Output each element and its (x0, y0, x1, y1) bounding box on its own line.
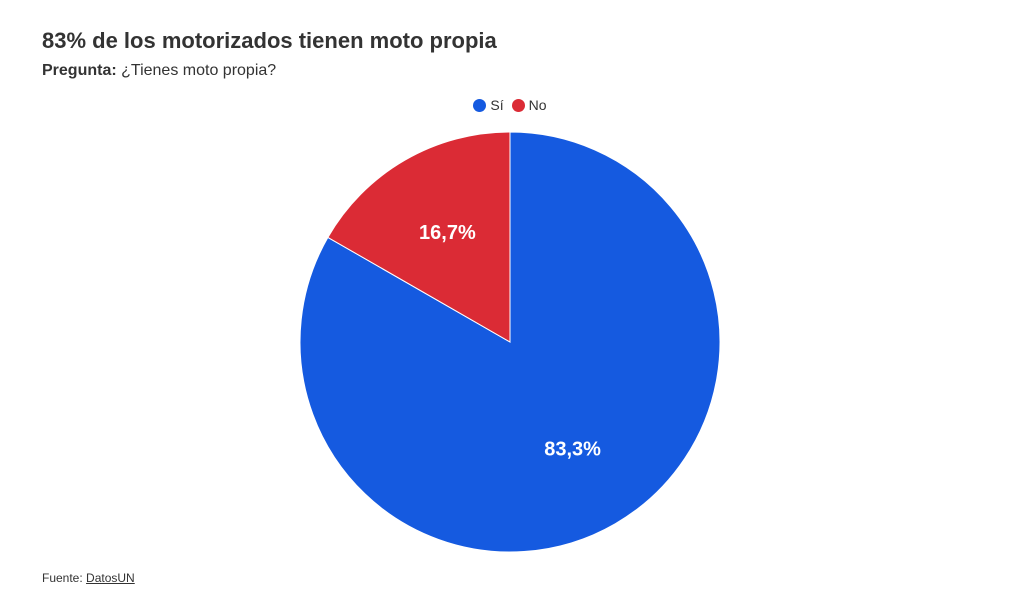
chart-title: 83% de los motorizados tienen moto propi… (42, 28, 497, 53)
slice-label-si: 83,3% (544, 438, 601, 460)
source-note: Fuente: DatosUN (42, 571, 135, 585)
source-label: Fuente: (42, 571, 83, 585)
pie-slice-no[interactable] (327, 131, 511, 343)
legend-swatch-no (511, 98, 525, 112)
legend-label-si: Sí (490, 97, 504, 113)
legend: Sí No (0, 97, 1020, 113)
slice-label-no: 16,7% (419, 222, 476, 244)
legend-label-no: No (528, 97, 547, 113)
question-text: ¿Tienes moto propia? (121, 62, 277, 79)
question-label: Pregunta: (42, 62, 117, 79)
legend-item-no[interactable]: No (511, 97, 547, 113)
source-link[interactable]: DatosUN (86, 571, 135, 585)
legend-item-si[interactable]: Sí (473, 97, 504, 113)
chart-subtitle: Pregunta: ¿Tienes moto propia? (42, 62, 276, 80)
legend-swatch-si (473, 98, 487, 112)
